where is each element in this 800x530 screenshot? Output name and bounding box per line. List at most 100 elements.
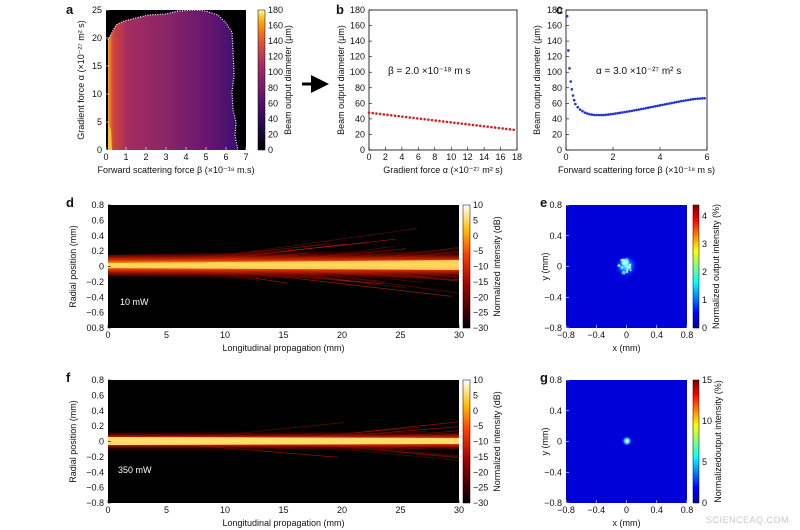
colorbar-a [257,9,266,151]
y-axis-label: Beam output diameter (μm) [532,25,542,135]
x-axis-label: x (mm) [613,518,641,528]
x-tick-label: 6 [223,152,228,162]
data-point-c [703,96,706,100]
y-tick-label: 140 [547,36,562,46]
y-tick-label: 0.4 [91,231,104,241]
data-point-c [616,111,619,115]
x-tick-label: 6 [704,152,709,162]
heatmap-a-boundary [107,9,239,151]
y-tick-label: 00.8 [86,323,104,333]
beam-f-core [108,437,459,445]
data-point-b [434,119,438,122]
data-point-b [497,126,501,130]
x-tick-label: 4 [183,152,188,162]
axes-f: 0 5 10 15 20 25 30 0.8 0.6 0.4 0.2 0 −0.2 −0.4 −0.6 −0.… [68,375,464,528]
data-point-c [646,106,650,109]
x-tick-label: −0.8 [557,505,575,515]
panel-e: e −0.8 −0.4 0 0.4 0.8 0.8 0.4 0 −0.4 −0.8 x (mm) y … [540,195,721,353]
data-point-c [665,102,669,106]
data-point-c [682,99,685,103]
y-tick-label: 140 [350,36,365,46]
x-tick-label: 0 [103,152,108,162]
data-point-c [654,104,657,108]
x-tick-label: 10 [220,505,230,515]
y-tick-label: 0.8 [91,375,104,385]
data-point-c [663,103,666,106]
y-tick-label: 0 [557,262,562,272]
data-point-c [581,109,584,113]
x-axis-label: Gradient force α (×10⁻²⁷ m² s) [383,165,503,175]
y-tick-label: 20 [552,129,562,139]
colorbar-tick-label: −20 [473,467,488,477]
power-label-f: 350 mW [118,465,152,475]
data-point-c [572,98,576,102]
x-axis-label: Longitudinal propagation (mm) [222,518,344,528]
colorbar-tick-label: 15 [702,375,712,385]
data-point-b [456,121,460,125]
y-tick-label: 0.2 [91,246,104,256]
data-point-b [386,113,389,117]
x-tick-label: −0.8 [557,330,575,340]
y-tick-label: 5 [97,117,102,127]
x-tick-label: 15 [278,330,288,340]
colorbar-tick-label: 10 [473,375,483,385]
data-point-b [486,125,490,129]
data-point-c [679,99,683,103]
y-tick-label: 80 [552,83,562,93]
colorbar-tick-label: 5 [473,390,478,400]
speckle-dot [629,269,632,272]
data-point-c [599,113,603,117]
data-point-c [588,112,591,116]
speckle-dot [625,258,629,262]
x-tick-label: 0 [624,330,629,340]
colorbar-e-ticks: 0 1 2 3 4 Normalized output intensity (%) [702,204,721,333]
data-point-b [378,112,382,116]
y-tick-label: 0 [99,437,104,447]
colorbar-tick-label: 0 [702,323,707,333]
panel-label-d: d [66,195,74,210]
data-point-b [508,128,512,131]
data-point-b [408,116,412,119]
colorbar-tick-label: 140 [268,36,283,46]
colorbar-tick-label: 80 [268,83,278,93]
data-point-c [670,101,674,105]
data-point-c [637,108,641,111]
data-point-c [644,106,648,110]
colorbar-label: Normalizedoutput intensity (%) [713,380,723,503]
y-tick-label: −0.4 [544,467,562,477]
power-label-d: 10 mW [120,297,149,307]
x-tick-label: 3 [163,152,168,162]
colorbar-label: Normalized intensity (dB) [492,391,502,492]
colorbar-g [692,379,700,504]
y-tick-label: 10 [92,89,102,99]
data-point-c [569,80,572,83]
y-tick-label: 0.8 [549,200,562,210]
y-tick-label: 160 [350,21,365,31]
y-tick-label: 40 [355,114,365,124]
data-point-b [460,122,464,125]
y-tick-label: −0.8 [544,323,562,333]
y-axis-label: Beam output diameter (μm) [336,25,346,135]
colorbar-tick-label: 4 [702,211,707,221]
x-tick-label: 0 [624,505,629,515]
annotation-c: α = 3.0 ×10⁻²⁷ m² s [596,66,681,77]
y-tick-label: 60 [355,98,365,108]
y-axis-label: y (mm) [540,253,550,281]
colorbar-tick-label: −25 [473,483,488,493]
x-axis-label: Longitudinal propagation (mm) [222,343,344,353]
x-tick-label: −0.4 [587,330,605,340]
x-tick-label: 5 [203,152,208,162]
panel-c: c α = 3.0 ×10⁻²⁷ m² s 0 2 4 602040608010012… [532,2,715,175]
axes-d: 0 5 10 15 20 25 30 0.8 0.6 0.4 0.2 0 −0.2 −0.4 −0.6 00.… [68,200,464,353]
colorbar-tick-label: −10 [473,437,488,447]
data-point-b [412,116,415,120]
panel-label-a: a [66,2,74,17]
y-axis-label: Radial position (mm) [68,400,78,483]
colorbar-tick-label: 5 [473,215,478,225]
x-tick-label: 16 [496,152,506,162]
data-point-c [632,109,636,112]
colorbar-f-ticks: 10 5 0 −5 −10 −15 −20 −25 −30 Normalized intensit… [473,375,502,508]
axes-b: 0 2 4 6 8 10 12 14 16 18020406080100120140160180G… [336,5,522,175]
data-point-b [375,112,378,115]
